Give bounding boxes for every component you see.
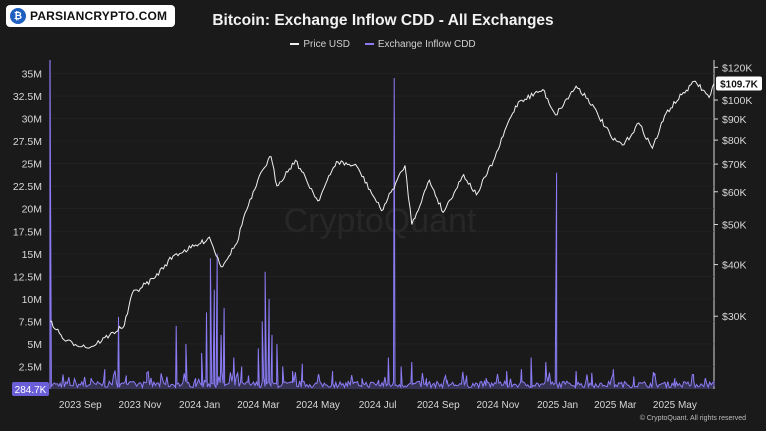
- left-tick-label: 5M: [27, 339, 42, 351]
- cdd-series-line: [49, 68, 715, 390]
- right-tick-label: $100K: [722, 95, 752, 107]
- left-tick-label: 12.5M: [13, 271, 42, 283]
- left-tick-label: 22.5M: [13, 181, 42, 193]
- x-tick-label: 2023 Sep: [59, 400, 102, 411]
- legend-item-cdd[interactable]: Exchange Inflow CDD: [364, 38, 476, 50]
- logo-text: PARSIANCRYPTO.COM: [30, 9, 168, 23]
- right-tick-label: $120K: [722, 62, 752, 74]
- left-tick-label: 32.5M: [13, 91, 42, 103]
- current-cdd-label: 284.7K: [15, 385, 47, 396]
- x-tick-label: 2024 Mar: [237, 400, 280, 411]
- left-tick-label: 35M: [22, 69, 42, 81]
- left-tick-label: 10M: [22, 294, 42, 306]
- left-tick-label: 27.5M: [13, 136, 42, 148]
- legend-label-cdd: Exchange Inflow CDD: [377, 38, 476, 50]
- x-tick-label: 2025 May: [653, 400, 697, 411]
- x-tick-label: 2025 Mar: [594, 400, 637, 411]
- right-tick-label: $60K: [722, 187, 747, 199]
- x-tick-label: 2025 Jan: [537, 400, 578, 411]
- right-tick-label: $80K: [722, 135, 747, 147]
- parsiancrypto-logo[interactable]: ₿ PARSIANCRYPTO.COM: [6, 5, 176, 27]
- right-tick-label: $70K: [722, 159, 747, 171]
- price-series-line: [49, 80, 715, 349]
- left-tick-label: 25M: [22, 159, 42, 171]
- x-tick-label: 2024 Sep: [417, 400, 460, 411]
- copyright-text: © CryptoQuant. All rights reserved: [639, 415, 746, 422]
- right-tick-label: $90K: [722, 114, 747, 126]
- x-tick-label: 2024 Nov: [476, 400, 519, 411]
- current-cdd-badge: [12, 382, 49, 396]
- right-tick-label: $40K: [722, 260, 747, 272]
- left-tick-label: 17.5M: [13, 226, 42, 238]
- legend-swatch-cdd: [364, 43, 374, 45]
- current-price-label: $109.7K: [720, 79, 759, 90]
- logo-icon: ₿: [10, 8, 26, 24]
- left-tick-label: 30M: [22, 114, 42, 126]
- legend-label-price: Price USD: [303, 38, 351, 50]
- current-price-badge: [716, 76, 762, 91]
- right-tick-label: $30K: [722, 311, 747, 323]
- left-tick-label: 15M: [22, 249, 42, 261]
- left-tick-label: 20M: [22, 204, 42, 216]
- x-tick-label: 2024 Jul: [359, 400, 397, 411]
- right-tick-label: $50K: [722, 220, 747, 232]
- left-tick-label: 7.5M: [19, 316, 42, 328]
- legend-item-price[interactable]: Price USD: [290, 39, 350, 50]
- left-tick-label: 2.5M: [19, 361, 42, 373]
- legend-swatch-price: [290, 43, 300, 45]
- x-tick-label: 2023 Nov: [119, 400, 162, 411]
- chart-legend: Price USD Exchange Inflow CDD: [0, 37, 766, 50]
- x-tick-label: 2024 Jan: [179, 400, 220, 411]
- chart-title: Bitcoin: Exchange Inflow CDD - All Excha…: [212, 12, 554, 29]
- x-tick-label: 2024 May: [296, 400, 340, 411]
